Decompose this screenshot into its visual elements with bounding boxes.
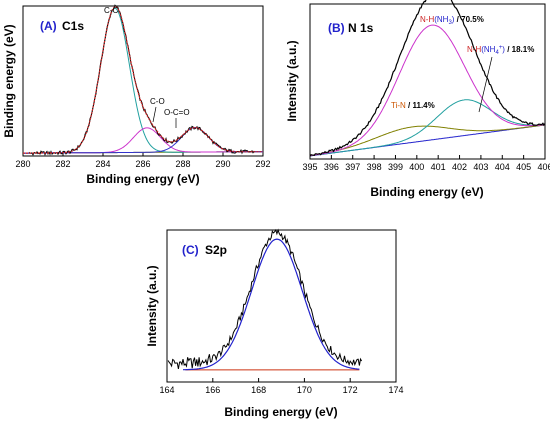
- x-tick-label: 395: [302, 162, 317, 172]
- panel-a-annotation-co-pointer: [152, 106, 157, 123]
- panel-b-label: (B): [328, 21, 345, 35]
- x-tick-label: 406: [537, 162, 550, 172]
- panel-a-ylabel: Binding energy (eV): [2, 24, 16, 137]
- series-fit: [23, 6, 263, 154]
- x-tick-label: 170: [297, 385, 312, 395]
- panel-b-annotation-nh3: N-H(NH3) / 70.5%: [420, 15, 484, 26]
- panel-b-ylabel: Intensity (a.u.): [285, 40, 299, 121]
- x-tick-label: 282: [55, 159, 70, 169]
- panel-b-annotation-nh4-pointer: [478, 56, 493, 113]
- series-nh-nh4: [309, 99, 546, 157]
- panel-a-annotation-cc: C-C: [104, 6, 118, 15]
- x-tick-label: 398: [367, 162, 382, 172]
- panel-a-label: (A): [40, 19, 57, 33]
- x-tick-label: 172: [343, 385, 358, 395]
- panel-a-c1s: 280 282 284 286 288 290 292 (A) C1s C-C C-O O-…: [2, 4, 271, 186]
- series-raw: [309, 0, 546, 157]
- panel-b-curves: [309, 0, 546, 157]
- x-tick-label: 401: [431, 162, 446, 172]
- series-fit: [183, 238, 360, 371]
- panel-c-curves: [167, 228, 363, 371]
- panel-b-frame: [309, 3, 546, 160]
- x-tick-label: 288: [175, 159, 190, 169]
- panel-b-title: N 1s: [348, 21, 374, 35]
- x-tick-label: 396: [324, 162, 339, 172]
- panel-c-x-ticks: 164 166 168 170 172 174: [159, 378, 404, 395]
- panel-c-xlabel: Binding energy (eV): [224, 405, 337, 419]
- x-tick-label: 286: [135, 159, 150, 169]
- x-tick-label: 405: [516, 162, 531, 172]
- panel-c-label: (C): [182, 243, 199, 257]
- panel-a-annotation-oco: O-C=O: [164, 108, 190, 117]
- x-tick-label: 174: [388, 385, 403, 395]
- x-tick-label: 164: [159, 385, 174, 395]
- panel-a-title: C1s: [62, 19, 84, 33]
- panel-c-s2p: 164 166 168 170 172 174 (C) S2p Binding energ…: [145, 228, 404, 419]
- series-raw: [167, 228, 363, 369]
- panel-c-title: S2p: [205, 243, 227, 257]
- panel-a-curves: [23, 4, 263, 156]
- panel-a-x-ticks: 280 282 284 286 288 290 292: [15, 152, 271, 169]
- x-tick-label: 168: [251, 385, 266, 395]
- panel-c-ylabel: Intensity (a.u.): [145, 265, 159, 346]
- x-tick-label: 397: [345, 162, 360, 172]
- x-tick-label: 166: [205, 385, 220, 395]
- x-tick-label: 284: [95, 159, 110, 169]
- panel-a-annotation-co: C-O: [150, 97, 165, 106]
- x-tick-label: 404: [495, 162, 510, 172]
- x-tick-label: 280: [15, 159, 30, 169]
- panel-b-annotation-tin: Ti-N / 11.4%: [391, 101, 435, 110]
- panel-c-frame: [166, 229, 397, 383]
- panel-b-n1s: 395 396 397 398 399 400 401 402 403 404 405 406 (B)…: [285, 0, 550, 199]
- x-tick-label: 399: [388, 162, 403, 172]
- panel-b-annotation-nh4: N-H(NH4+) / 18.1%: [467, 45, 534, 56]
- series-c-c: [23, 7, 263, 154]
- x-tick-label: 403: [473, 162, 488, 172]
- x-tick-label: 290: [215, 159, 230, 169]
- panel-b-xlabel: Binding energy (eV): [370, 185, 483, 199]
- x-tick-label: 292: [255, 159, 270, 169]
- x-tick-label: 402: [452, 162, 467, 172]
- series-nh-nh3: [309, 24, 546, 157]
- panel-b-x-ticks: 395 396 397 398 399 400 401 402 403 404 405 406: [302, 155, 550, 172]
- x-tick-label: 400: [409, 162, 424, 172]
- panel-a-xlabel: Binding energy (eV): [86, 172, 199, 186]
- panel-a-frame: [22, 5, 264, 157]
